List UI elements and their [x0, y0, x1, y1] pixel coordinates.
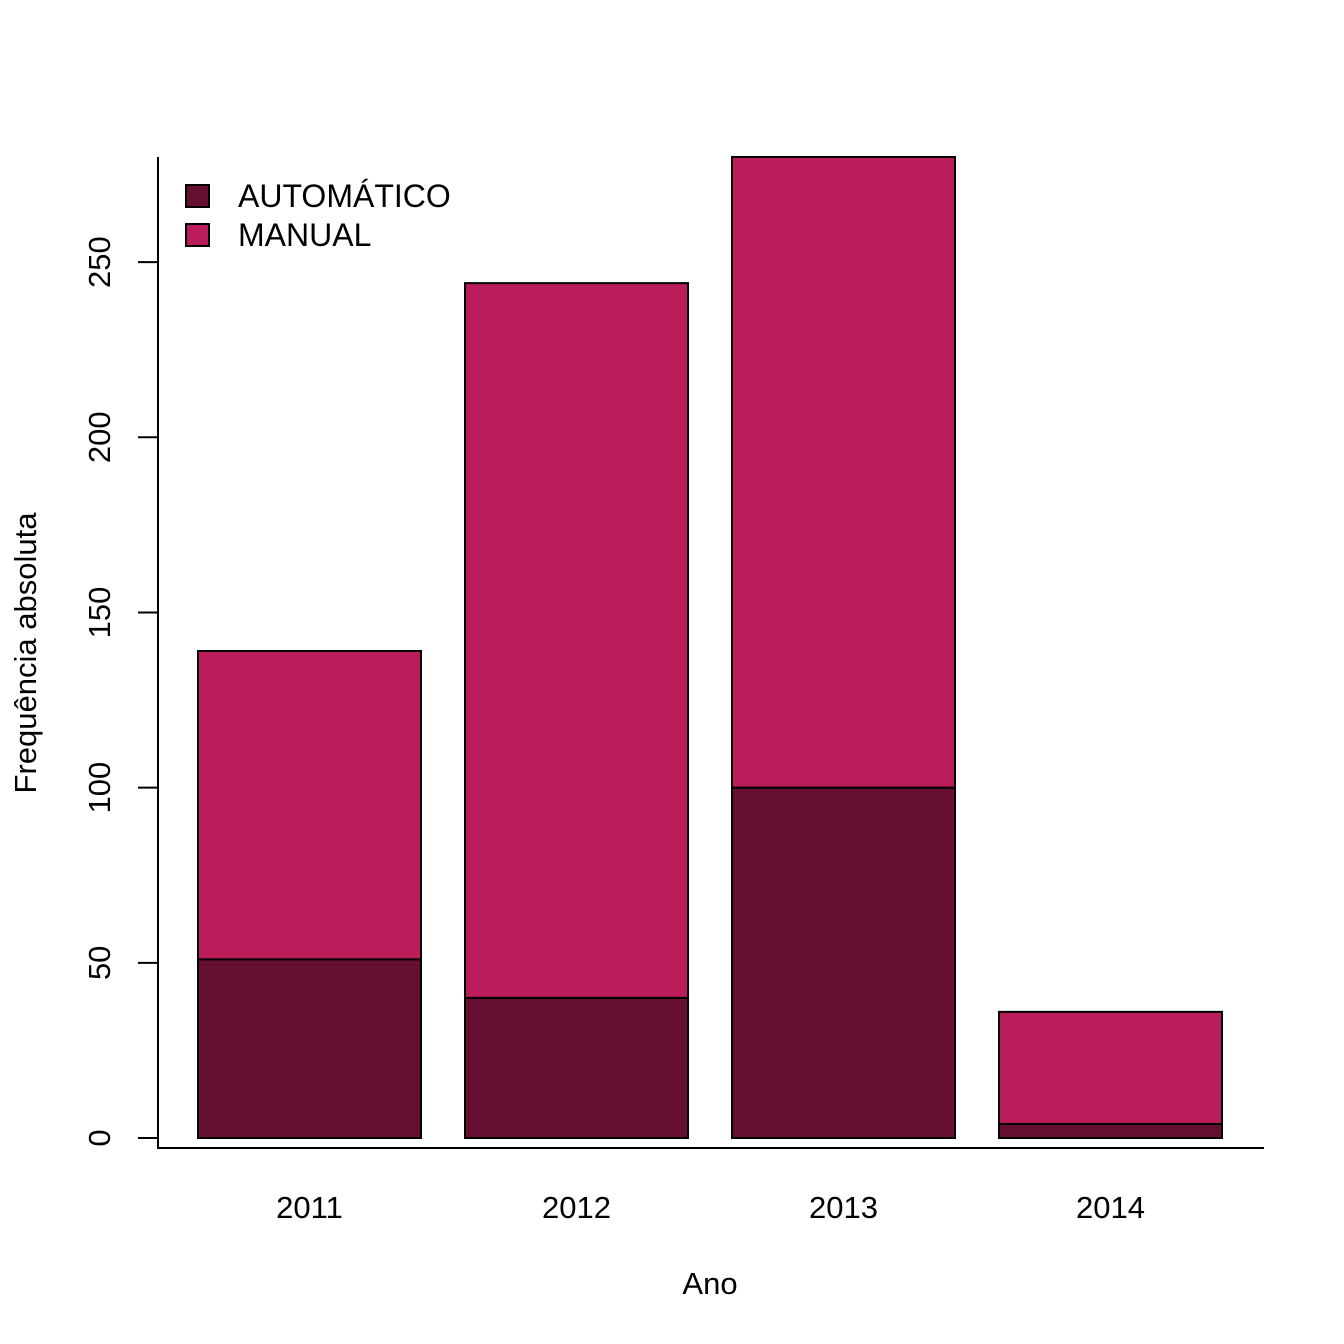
y-tick-label: 50	[82, 946, 117, 980]
y-tick-label: 150	[82, 587, 117, 639]
bar-2011-series-0	[197, 958, 422, 1140]
bar-2013-series-0	[731, 786, 956, 1140]
y-tick-label: 200	[82, 411, 117, 463]
legend-swatch-1	[185, 223, 210, 247]
legend-label-1: MANUAL	[238, 217, 371, 253]
legend-label-0: AUTOMÁTICO	[238, 178, 451, 214]
y-axis-ticks: 0 50 100 150 200 250	[82, 236, 158, 1147]
bar-2012-series-0	[464, 996, 689, 1139]
bar-2012-series-1	[464, 282, 689, 999]
bar-2014-series-1	[998, 1010, 1223, 1125]
legend-swatch-0	[185, 184, 210, 208]
x-category-label: 2014	[1076, 1190, 1145, 1225]
y-tick-label: 250	[82, 236, 117, 288]
bar-2011-series-1	[197, 650, 422, 961]
bar-2013-series-1	[731, 156, 956, 789]
y-tick-label: 100	[82, 762, 117, 814]
x-category-label: 2013	[809, 1190, 878, 1225]
x-category-label: 2011	[276, 1190, 343, 1225]
y-axis-title: Frequência absoluta	[8, 512, 43, 794]
y-tick-label: 0	[82, 1129, 117, 1146]
x-axis-title: Ano	[682, 1266, 737, 1301]
x-axis-categories: 2011 2012 2013 2014	[276, 1190, 1145, 1225]
x-category-label: 2012	[542, 1190, 611, 1225]
bars-group	[197, 156, 1223, 1140]
bar-2014-series-0	[998, 1122, 1223, 1140]
